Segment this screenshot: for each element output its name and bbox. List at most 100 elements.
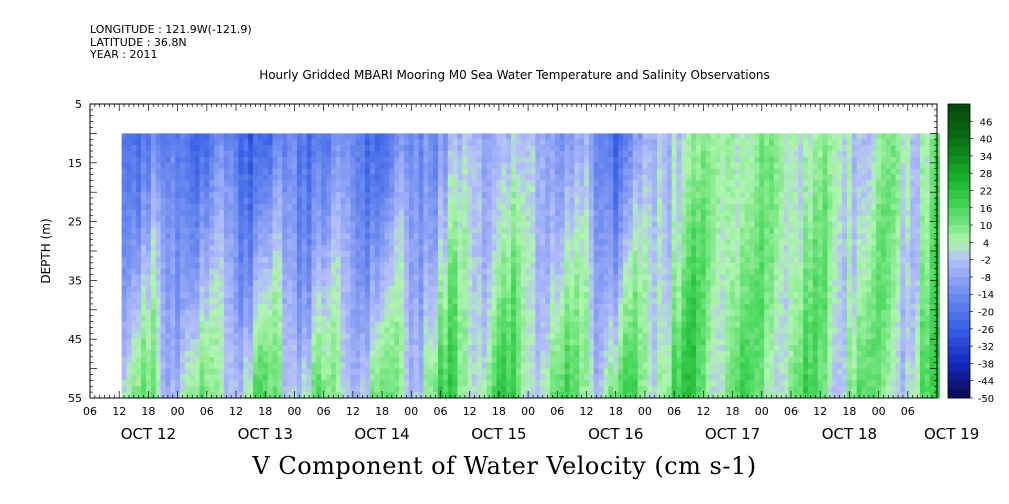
heatmap-cell [394, 203, 400, 211]
heatmap-cell [501, 274, 507, 281]
heatmap-cell [150, 333, 157, 340]
heatmap-cell [219, 292, 225, 299]
heatmap-cell [248, 309, 254, 317]
heatmap-cell [559, 245, 566, 252]
heatmap-cell [652, 286, 658, 293]
heatmap-cell [389, 321, 395, 328]
heatmap-cell [608, 298, 614, 305]
heatmap-cell [316, 215, 322, 222]
longitude-label: LONGITUDE : 121.9W(-121.9) [90, 23, 252, 36]
heatmap-cell [515, 386, 522, 393]
heatmap-cell [238, 251, 244, 258]
heatmap-cell [462, 215, 468, 222]
heatmap-cell [428, 350, 434, 358]
heatmap-cell [384, 168, 390, 175]
heatmap-cell [369, 292, 376, 299]
heatmap-cell [272, 168, 278, 175]
heatmap-cell [267, 221, 273, 228]
heatmap-cell [550, 145, 556, 152]
heatmap-cell [155, 151, 161, 158]
heatmap-cell [657, 139, 663, 146]
heatmap-cell [194, 321, 200, 328]
heatmap-cell [603, 203, 609, 211]
heatmap-cell [647, 274, 653, 281]
heatmap-cell [301, 274, 308, 281]
heatmap-cell [301, 268, 308, 275]
heatmap-cell [170, 215, 176, 222]
heatmap-cell [486, 174, 492, 181]
heatmap-cell [194, 380, 200, 387]
heatmap-cell [131, 133, 137, 140]
heatmap-cell [374, 274, 381, 281]
heatmap-cell [418, 168, 424, 175]
heatmap-cell [389, 151, 395, 158]
heatmap-cell [145, 374, 152, 381]
heatmap-cell [204, 303, 210, 311]
heatmap-cell [145, 262, 152, 270]
heatmap-cell [131, 368, 137, 375]
heatmap-cell [160, 162, 166, 170]
heatmap-cell [486, 362, 492, 369]
heatmap-cell [175, 309, 181, 317]
heatmap-cell [438, 386, 444, 393]
heatmap-cell [540, 233, 546, 240]
heatmap-cell [588, 168, 595, 175]
heatmap-cell [413, 151, 419, 158]
heatmap-cell [326, 356, 332, 364]
heatmap-cell [520, 233, 527, 240]
heatmap-cell [321, 198, 327, 205]
heatmap-cell [428, 280, 434, 287]
heatmap-cell [423, 221, 429, 228]
heatmap-cell [355, 286, 361, 293]
heatmap-cell [311, 321, 317, 328]
heatmap-cell [657, 174, 663, 181]
heatmap-cell [248, 327, 254, 334]
heatmap-cell [515, 227, 522, 234]
heatmap-cell [379, 192, 385, 199]
heatmap-cell [403, 151, 410, 158]
heatmap-cell [457, 356, 463, 364]
heatmap-cell [311, 168, 317, 175]
heatmap-cell [540, 268, 546, 275]
heatmap-cell [292, 368, 298, 375]
heatmap-cell [335, 298, 342, 305]
heatmap-cell [345, 362, 351, 369]
heatmap-cell [559, 192, 566, 199]
heatmap-cell [253, 133, 259, 140]
heatmap-cell [350, 256, 356, 264]
heatmap-cell [447, 151, 454, 158]
heatmap-cell [180, 145, 186, 152]
heatmap-cell [165, 203, 171, 211]
heatmap-cell [428, 156, 434, 164]
heatmap-cell [204, 156, 210, 164]
heatmap-cell [554, 221, 561, 228]
heatmap-cell [223, 362, 230, 369]
heatmap-cell [554, 151, 561, 158]
heatmap-cell [335, 309, 342, 317]
heatmap-cell [632, 180, 639, 187]
heatmap-cell [136, 368, 142, 375]
heatmap-cell [394, 303, 400, 311]
heatmap-cell [170, 386, 176, 393]
heatmap-cell [170, 186, 176, 193]
heatmap-cell [175, 315, 181, 322]
heatmap-cell [165, 339, 171, 346]
heatmap-cell [267, 339, 273, 346]
heatmap-cell [379, 133, 385, 140]
heatmap-cell [423, 156, 429, 164]
heatmap-cell [311, 298, 317, 305]
heatmap-cell [418, 209, 424, 217]
heatmap-cell [642, 145, 648, 152]
heatmap-cell [423, 251, 429, 258]
heatmap-cell [199, 198, 205, 205]
heatmap-cell [467, 374, 473, 381]
heatmap-cell [632, 327, 639, 334]
heatmap-cell [374, 374, 381, 381]
heatmap-cell [277, 362, 283, 369]
heatmap-cell [564, 209, 570, 217]
heatmap-cell [126, 239, 132, 246]
heatmap-cell [520, 386, 527, 393]
heatmap-cell [150, 162, 157, 170]
heatmap-cell [326, 309, 332, 317]
heatmap-cell [350, 268, 356, 275]
